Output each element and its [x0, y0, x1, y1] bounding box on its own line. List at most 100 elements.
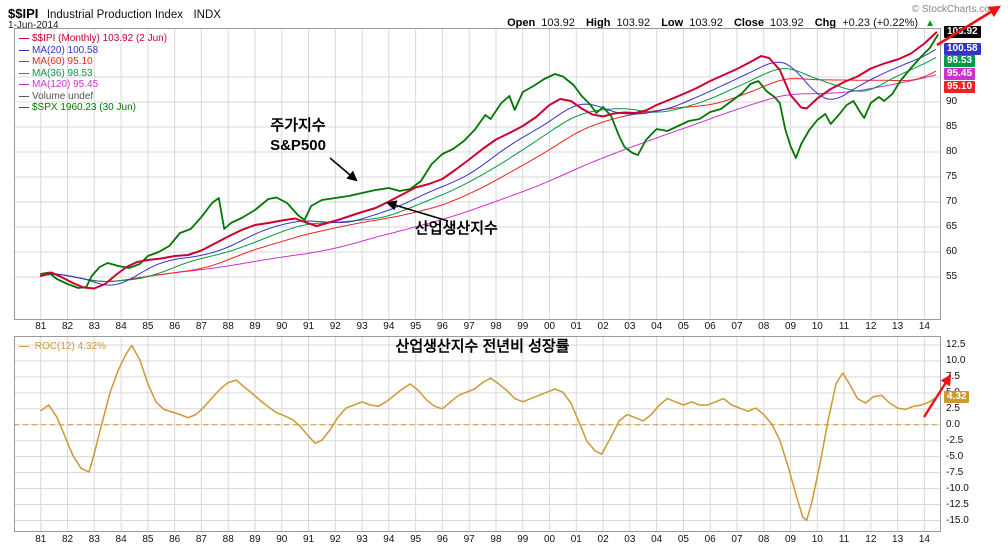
x-axis-year-label: 97 — [463, 321, 475, 332]
x-axis-year-label: 95 — [410, 321, 422, 332]
x-axis-year-label: 96 — [436, 534, 448, 545]
legend-item: — MA(60) 95.10 — [19, 56, 167, 68]
x-axis-labels-middle: 81 82 83 84 85 86 87 88 89 90 91 92 93 94 95 96 97 98 99 00… — [0, 321, 1008, 335]
x-axis-year-label: 01 — [570, 534, 582, 545]
x-axis-year-label: 97 — [463, 534, 475, 545]
x-axis-year-label: 88 — [222, 321, 234, 332]
x-axis-year-label: 00 — [543, 321, 556, 332]
x-axis-year-label: 95 — [410, 534, 422, 545]
change-up-arrow-icon: ▲ — [925, 18, 935, 29]
exchange: INDX — [193, 9, 221, 21]
x-axis-year-label: 01 — [570, 321, 582, 332]
quote-close-value: 103.92 — [770, 17, 804, 29]
x-axis-year-label: 02 — [597, 321, 609, 332]
x-axis-year-label: 05 — [677, 534, 689, 545]
x-axis-year-label: 91 — [302, 534, 315, 545]
last-value-box: 98.53 — [944, 55, 976, 68]
x-axis-year-label: 96 — [436, 321, 448, 332]
x-axis-year-label: 87 — [195, 534, 207, 545]
roc-indicator-panel: — ROC(12) 4.32% — [14, 336, 941, 532]
legend-item: — $$IPI (Monthly) 103.92 (2 Jun) — [19, 33, 167, 45]
x-axis-year-label: 89 — [249, 534, 261, 545]
legend-swatch-icon: — — [19, 56, 29, 67]
legend-swatch-icon: — — [19, 79, 29, 90]
x-axis-year-label: 98 — [490, 534, 502, 545]
quote-chg-label: Chg — [814, 17, 837, 29]
y-axis-tick-label: 85 — [946, 121, 958, 132]
x-axis-year-label: 07 — [731, 534, 743, 545]
symbol-name: Industrial Production Index — [46, 9, 183, 21]
x-axis-year-label: 07 — [731, 321, 743, 332]
y-axis-tick-label: 65 — [946, 221, 958, 232]
quote-high-label: High — [585, 17, 611, 29]
x-axis-year-label: 02 — [597, 534, 609, 545]
x-axis-year-label: 08 — [758, 534, 770, 545]
x-axis-year-label: 00 — [543, 534, 556, 545]
main-chart-legend: — $$IPI (Monthly) 103.92 (2 Jun) — MA(20) 1… — [19, 33, 167, 114]
x-axis-year-label: 98 — [490, 321, 502, 332]
x-axis-year-label: 04 — [651, 534, 663, 545]
x-axis-year-label: 09 — [784, 534, 797, 545]
legend-label: Volume undef — [32, 90, 94, 102]
series-roc — [40, 344, 938, 522]
x-axis-year-label: 10 — [811, 321, 823, 332]
x-axis-year-label: 08 — [758, 321, 770, 332]
legend-label: MA(36) 98.53 — [32, 67, 93, 79]
x-axis-year-label: 94 — [383, 321, 395, 332]
chart-date: 1-Jun-2014 — [8, 20, 59, 31]
x-axis-year-label: 12 — [865, 534, 877, 545]
legend-swatch-icon: — — [19, 341, 29, 352]
x-axis-year-label: 06 — [704, 321, 716, 332]
y-axis-tick-label: -2.5 — [946, 434, 964, 446]
x-axis-year-label: 86 — [169, 534, 181, 545]
annotation-stock-index: 주가지수 S&P500 — [243, 116, 353, 156]
quote-row: Open 103.92 High 103.92 Low 103.92 Close… — [499, 17, 935, 29]
last-value-box: 95.45 — [944, 68, 976, 81]
y-axis-tick-label: -7.5 — [946, 466, 964, 478]
legend-label: ROC(12) 4.32% — [34, 341, 106, 352]
x-axis-year-label: 13 — [892, 534, 904, 545]
x-axis-year-label: 91 — [302, 321, 315, 332]
x-axis-year-label: 14 — [918, 534, 930, 545]
x-axis-year-label: 03 — [624, 321, 636, 332]
x-axis-year-label: 12 — [865, 321, 877, 332]
x-axis-year-label: 92 — [329, 534, 341, 545]
quote-chg-value: +0.23 (+0.22%) — [842, 17, 919, 29]
x-axis-year-label: 10 — [811, 534, 823, 545]
y-axis-tick-label: 75 — [946, 171, 958, 182]
legend-item: — MA(120) 95.45 — [19, 79, 167, 91]
legend-item: — $SPX 1960.23 (30 Jun) — [19, 102, 167, 114]
series-ma60 — [40, 70, 937, 282]
y-axis-tick-label: -10.0 — [946, 482, 969, 494]
x-axis-year-label: 99 — [517, 321, 529, 332]
symbol: $$IPI — [8, 6, 39, 21]
x-axis-year-label: 03 — [624, 534, 636, 545]
y-axis-tick-label: 80 — [946, 146, 958, 157]
x-axis-year-label: 84 — [115, 321, 127, 332]
x-axis-year-label: 83 — [88, 534, 100, 545]
x-axis-year-label: 90 — [276, 321, 288, 332]
roc-chart-canvas — [14, 336, 941, 532]
x-axis-year-label: 11 — [838, 321, 850, 332]
annotation-stock-line1: 주가지수 — [270, 117, 326, 134]
y-axis-tick-label: 70 — [946, 196, 958, 207]
series-ma20 — [40, 49, 937, 286]
quote-open-value: 103.92 — [541, 17, 575, 29]
quote-close-label: Close — [733, 17, 764, 29]
y-axis-tick-label: 7.5 — [946, 370, 960, 382]
legend-label: MA(60) 95.10 — [32, 56, 93, 67]
legend-item: — ROC(12) 4.32% — [19, 341, 106, 353]
x-axis-year-label: 89 — [249, 321, 261, 332]
main-price-chart-panel: — $$IPI (Monthly) 103.92 (2 Jun) — MA(20) 1… — [14, 28, 941, 320]
quote-open-label: Open — [507, 17, 536, 29]
series-spx — [39, 34, 939, 289]
last-value-box: 95.10 — [944, 80, 976, 93]
copyright: © StockCharts.com — [911, 4, 998, 15]
last-value-box: 103.92 — [944, 25, 981, 38]
x-axis-year-label: 05 — [677, 321, 689, 332]
x-axis-year-label: 82 — [61, 534, 74, 545]
x-axis-year-label: 09 — [784, 321, 797, 332]
legend-swatch-icon: — — [19, 33, 29, 44]
legend-swatch-icon: — — [19, 90, 29, 102]
